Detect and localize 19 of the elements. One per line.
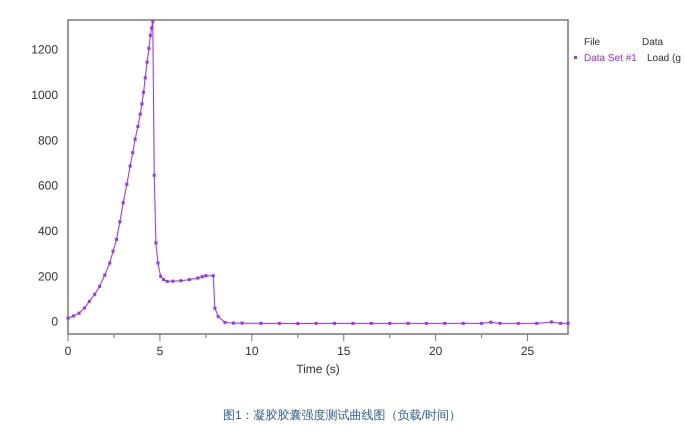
y-tick-label: 600 [38, 178, 58, 193]
x-tick-label: 0 [64, 344, 72, 358]
y-tick-label: 800 [38, 133, 58, 148]
x-tick-label: 5 [156, 344, 164, 358]
x-tick-label: 10 [245, 344, 259, 358]
text: Load (g [647, 53, 681, 64]
y-tick-label: 1000 [31, 88, 58, 102]
x-tick-label: 20 [428, 344, 443, 358]
y-tick-label: 1200 [31, 42, 58, 57]
y-tick-label: 400 [38, 224, 58, 238]
x-tick-label: 15 [337, 344, 351, 358]
x-axis-title: Time (s) [296, 362, 340, 376]
caption: 图1：凝胶胶囊强度测试曲线图（负载/时间） [222, 408, 462, 422]
x-tick-label: 25 [520, 344, 535, 358]
y-tick-label: 0 [51, 314, 58, 329]
text: Data [642, 37, 664, 48]
legend-label: Data Set #1 [584, 53, 638, 64]
legend-title: File [584, 37, 601, 48]
y-tick-label: 200 [38, 269, 58, 284]
